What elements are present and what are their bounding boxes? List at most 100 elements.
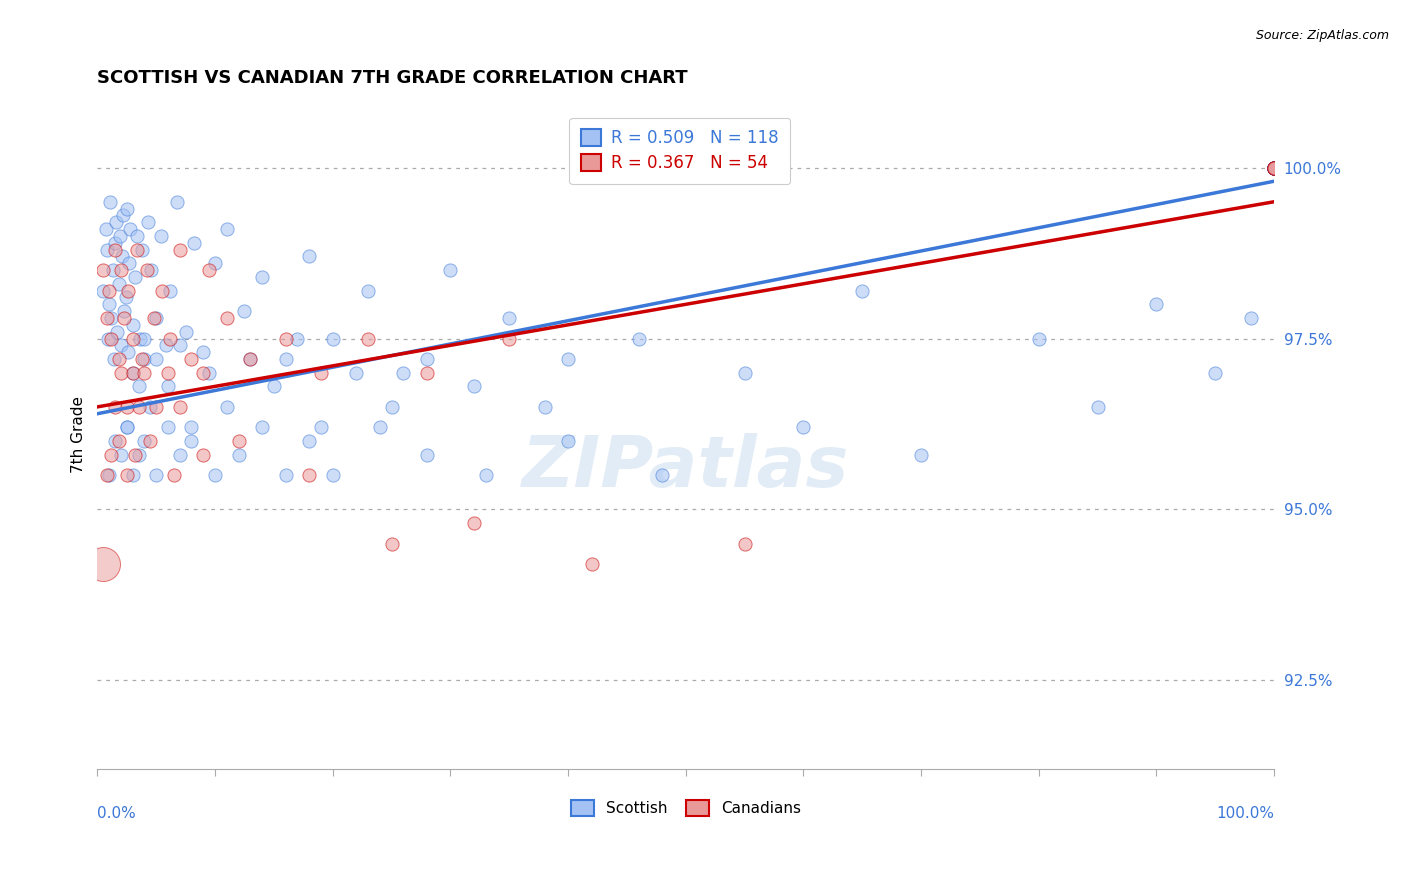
Point xyxy=(104,400,127,414)
Point xyxy=(215,400,238,414)
Point xyxy=(1263,161,1285,175)
Point xyxy=(128,448,150,462)
Point xyxy=(1263,161,1285,175)
Point xyxy=(145,400,167,414)
Point xyxy=(145,311,167,326)
Point xyxy=(117,284,139,298)
Point xyxy=(1263,161,1285,175)
Legend: Scottish, Canadians: Scottish, Canadians xyxy=(565,794,807,822)
Point xyxy=(142,311,165,326)
Point xyxy=(228,434,250,448)
Point xyxy=(322,468,344,483)
Point xyxy=(380,400,402,414)
Point xyxy=(1144,297,1167,311)
Point xyxy=(581,557,603,571)
Point xyxy=(274,332,297,346)
Point xyxy=(91,284,114,298)
Point xyxy=(368,420,391,434)
Text: Source: ZipAtlas.com: Source: ZipAtlas.com xyxy=(1256,29,1389,42)
Point xyxy=(1263,161,1285,175)
Point xyxy=(105,325,128,339)
Point xyxy=(204,256,226,270)
Point xyxy=(104,434,127,448)
Point xyxy=(98,468,121,483)
Text: SCOTTISH VS CANADIAN 7TH GRADE CORRELATION CHART: SCOTTISH VS CANADIAN 7TH GRADE CORRELATI… xyxy=(97,69,688,87)
Point xyxy=(107,434,129,448)
Point xyxy=(1263,161,1285,175)
Point xyxy=(114,291,136,305)
Point xyxy=(357,284,380,298)
Point xyxy=(239,351,262,366)
Point xyxy=(117,345,139,359)
Text: 0.0%: 0.0% xyxy=(97,806,136,822)
Point xyxy=(215,222,238,236)
Point xyxy=(100,332,122,346)
Point xyxy=(121,318,143,332)
Point xyxy=(169,243,191,257)
Point xyxy=(115,420,138,434)
Y-axis label: 7th Grade: 7th Grade xyxy=(72,396,86,473)
Point xyxy=(94,222,117,236)
Point xyxy=(1087,400,1109,414)
Point xyxy=(250,270,273,285)
Point xyxy=(193,448,215,462)
Point xyxy=(112,209,135,223)
Point xyxy=(1239,311,1261,326)
Point xyxy=(463,516,485,530)
Text: ZIPatlas: ZIPatlas xyxy=(522,434,849,502)
Point xyxy=(1263,161,1285,175)
Point xyxy=(110,448,132,462)
Point xyxy=(145,351,167,366)
Point xyxy=(169,448,191,462)
Point xyxy=(128,400,150,414)
Point xyxy=(104,243,127,257)
Point xyxy=(1263,161,1285,175)
Point xyxy=(463,379,485,393)
Point xyxy=(380,536,402,550)
Point xyxy=(1263,161,1285,175)
Point xyxy=(1263,161,1285,175)
Point xyxy=(128,332,150,346)
Point xyxy=(910,448,932,462)
Point xyxy=(1263,161,1285,175)
Point xyxy=(134,351,156,366)
Point xyxy=(1263,161,1285,175)
Point xyxy=(110,366,132,380)
Point xyxy=(127,243,149,257)
Point xyxy=(115,202,138,216)
Point xyxy=(166,194,188,209)
Point xyxy=(298,434,321,448)
Point xyxy=(139,400,162,414)
Point xyxy=(734,536,756,550)
Point xyxy=(156,379,179,393)
Point xyxy=(498,332,520,346)
Point xyxy=(204,468,226,483)
Point xyxy=(169,400,191,414)
Point xyxy=(180,351,202,366)
Point xyxy=(124,270,146,285)
Point xyxy=(357,332,380,346)
Point xyxy=(651,468,673,483)
Point xyxy=(274,468,297,483)
Point xyxy=(98,284,121,298)
Point xyxy=(174,325,197,339)
Point xyxy=(416,351,439,366)
Point xyxy=(131,351,153,366)
Point xyxy=(135,263,157,277)
Point xyxy=(118,256,141,270)
Point xyxy=(112,304,135,318)
Point xyxy=(439,263,461,277)
Point xyxy=(1263,161,1285,175)
Point xyxy=(110,263,132,277)
Point xyxy=(1263,161,1285,175)
Point xyxy=(127,229,149,244)
Point xyxy=(1028,332,1050,346)
Point xyxy=(557,434,579,448)
Point xyxy=(103,351,125,366)
Point xyxy=(250,420,273,434)
Point xyxy=(134,434,156,448)
Point xyxy=(107,351,129,366)
Point xyxy=(309,366,332,380)
Point xyxy=(1263,161,1285,175)
Point xyxy=(274,351,297,366)
